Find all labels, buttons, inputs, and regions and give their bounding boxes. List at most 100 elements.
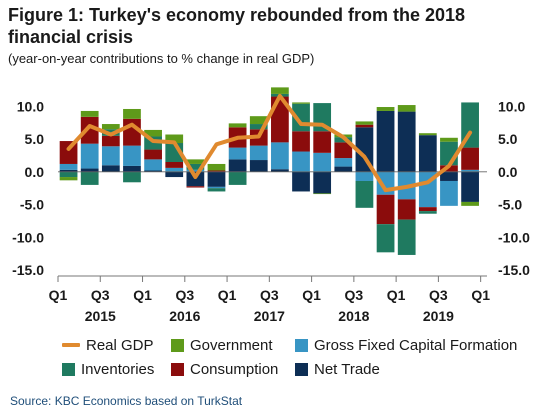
bar-net_trade-2018Q2 bbox=[334, 166, 353, 172]
x-year-label-2015: 2015 bbox=[85, 308, 116, 324]
bar-consumption-2016Q4 bbox=[207, 170, 226, 172]
bar-inventories-2018Q4 bbox=[376, 224, 395, 253]
bar-gfcf-2018Q1 bbox=[313, 152, 332, 172]
bar-net_trade-2018Q4 bbox=[376, 110, 395, 172]
chart-subtitle: (year-on-year contributions to % change … bbox=[8, 51, 315, 66]
y-tick-left-3: -5.0 bbox=[20, 197, 44, 213]
bar-gfcf-2016Q4 bbox=[207, 186, 226, 189]
x-tick-label-9: Q3 bbox=[429, 287, 448, 303]
bar-inventories-2015Q1 bbox=[59, 171, 78, 178]
bar-government-2019Q4 bbox=[461, 201, 479, 206]
chart-title: Figure 1: Turkey's economy rebounded fro… bbox=[8, 5, 466, 47]
bar-net_trade-2019Q3 bbox=[440, 171, 458, 181]
bar-net_trade-2016Q2 bbox=[165, 171, 184, 178]
legend-item-consumption: Consumption bbox=[171, 359, 278, 379]
x-tick-label-2: Q1 bbox=[133, 287, 152, 303]
y-tick-left-5: -15.0 bbox=[12, 262, 44, 278]
bar-government-2018Q1 bbox=[313, 193, 332, 195]
bar-government-2015Q3 bbox=[101, 124, 120, 130]
bar-consumption-2016Q2 bbox=[165, 162, 184, 168]
bar-government-2017Q2 bbox=[249, 116, 268, 125]
bar-inventories-2017Q1 bbox=[228, 171, 247, 185]
bar-net_trade-2017Q4 bbox=[292, 171, 310, 192]
bar-net_trade-2016Q4 bbox=[207, 171, 226, 187]
bar-inventories-2017Q2 bbox=[249, 124, 268, 130]
bar-government-2016Q1 bbox=[144, 129, 162, 137]
legend-label-net-trade: Net Trade bbox=[314, 360, 380, 378]
y-tick-left-0: 10.0 bbox=[17, 98, 44, 114]
bar-government-2019Q1 bbox=[397, 105, 416, 112]
legend-item-inventories: Inventories bbox=[62, 359, 154, 379]
bar-gfcf-2015Q1 bbox=[59, 163, 78, 170]
source-note: Source: KBC Economics based on TurkStat bbox=[10, 394, 243, 408]
legend-label-real-gdp: Real GDP bbox=[86, 336, 154, 354]
legend-swatch-government bbox=[171, 338, 184, 352]
y-tick-right-4: -10.0 bbox=[498, 229, 530, 245]
legend-label-consumption: Consumption bbox=[190, 360, 279, 378]
bar-inventories-2019Q2 bbox=[418, 211, 437, 214]
y-tick-left-4: -10.0 bbox=[12, 229, 44, 245]
bar-consumption-2017Q4 bbox=[292, 131, 310, 152]
bar-gfcf-2015Q4 bbox=[123, 145, 141, 166]
bar-government-2018Q3 bbox=[355, 121, 374, 125]
bar-consumption-2016Q3 bbox=[186, 186, 205, 188]
x-tick-label-7: Q3 bbox=[345, 287, 364, 303]
bar-net_trade-2019Q1 bbox=[397, 111, 416, 172]
y-tick-left-1: 5.0 bbox=[25, 131, 45, 147]
bar-government-2017Q1 bbox=[228, 123, 247, 128]
bar-net_trade-2015Q4 bbox=[123, 165, 141, 172]
bar-government-2019Q3 bbox=[440, 137, 458, 142]
legend-label-inventories: Inventories bbox=[81, 360, 155, 378]
bar-net_trade-2015Q3 bbox=[101, 165, 120, 172]
chart-plot: 10.0 10.0 5.0 5.0 0.0 0.0 -5.0 -5.0 -10.0 -10.0 -1… bbox=[12, 87, 530, 324]
bar-government-2017Q3 bbox=[271, 87, 289, 94]
legend-swatch-consumption bbox=[171, 362, 184, 376]
legend-item-real-gdp: Real GDP bbox=[62, 335, 154, 355]
x-tick-label-10: Q1 bbox=[471, 287, 490, 303]
x-year-label-2017: 2017 bbox=[254, 308, 285, 324]
bar-net_trade-2018Q1 bbox=[313, 171, 332, 194]
y-tick-right-0: 10.0 bbox=[498, 98, 525, 114]
legend-label-gfcf: Gross Fixed Capital Formation bbox=[314, 336, 518, 354]
bar-consumption-2018Q1 bbox=[313, 131, 332, 153]
bar-gfcf-2015Q2 bbox=[80, 143, 99, 169]
bar-net_trade-2017Q1 bbox=[228, 159, 247, 172]
x-tick-label-8: Q1 bbox=[387, 287, 406, 303]
bar-net_trade-2016Q1 bbox=[144, 170, 162, 172]
bar-government-2016Q2 bbox=[165, 134, 184, 144]
line-real-gdp bbox=[66, 93, 473, 193]
legend-item-government: Government bbox=[171, 335, 273, 355]
bar-consumption-2015Q3 bbox=[101, 135, 120, 147]
legend-swatch-real-gdp bbox=[62, 343, 80, 347]
x-tick-label-0: Q1 bbox=[49, 287, 68, 303]
bar-inventories-2015Q2 bbox=[80, 171, 99, 185]
bar-gfcf-2017Q3 bbox=[271, 142, 289, 170]
bar-gfcf-2015Q3 bbox=[101, 146, 120, 166]
x-tick-label-5: Q3 bbox=[260, 287, 279, 303]
bar-consumption-2019Q4 bbox=[461, 147, 479, 170]
bar-gfcf-2016Q3 bbox=[186, 169, 205, 172]
bar-gfcf-2016Q2 bbox=[165, 167, 184, 172]
bar-government-2015Q2 bbox=[80, 110, 99, 117]
bar-inventories-2019Q1 bbox=[397, 219, 416, 255]
bar-consumption-2019Q1 bbox=[397, 199, 416, 220]
bar-consumption-2019Q2 bbox=[418, 207, 437, 212]
legend-swatch-net-trade bbox=[295, 362, 308, 376]
bar-net_trade-2019Q4 bbox=[461, 171, 479, 202]
bar-gfcf-2018Q3 bbox=[355, 171, 374, 181]
legend-swatch-gfcf bbox=[295, 338, 308, 352]
bar-gfcf-2017Q4 bbox=[292, 151, 310, 172]
bar-gfcf-2017Q2 bbox=[249, 145, 268, 161]
x-year-label-2019: 2019 bbox=[423, 308, 454, 324]
y-tick-right-2: 0.0 bbox=[498, 164, 518, 180]
legend-item-net-trade: Net Trade bbox=[295, 359, 380, 379]
bar-government-2018Q4 bbox=[376, 107, 395, 111]
bar-inventories-2016Q4 bbox=[207, 188, 226, 192]
legend-swatch-inventories bbox=[62, 362, 75, 376]
legend-item-gfcf: Gross Fixed Capital Formation bbox=[295, 335, 517, 355]
bar-government-2019Q2 bbox=[418, 133, 437, 136]
bar-gfcf-2018Q2 bbox=[334, 158, 353, 167]
y-tick-right-3: -5.0 bbox=[498, 197, 522, 213]
x-tick-label-3: Q3 bbox=[175, 287, 194, 303]
bar-net_trade-2019Q2 bbox=[418, 135, 437, 172]
